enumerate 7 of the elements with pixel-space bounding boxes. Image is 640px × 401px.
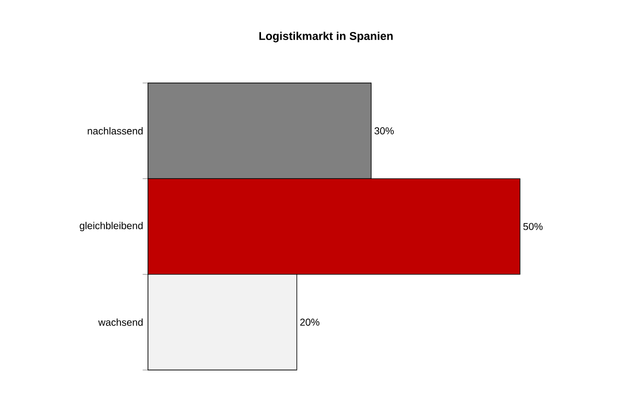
data-label: 30% — [374, 127, 394, 134]
y-tick-label: gleichbleibend — [80, 222, 143, 232]
y-tick-label: wachsend — [98, 318, 143, 326]
data-label: 20% — [300, 318, 320, 326]
data-label: 50% — [523, 222, 543, 230]
y-tick-label: nachlassend — [88, 127, 143, 135]
chart-title: Logistikmarkt in Spanien — [259, 32, 393, 42]
